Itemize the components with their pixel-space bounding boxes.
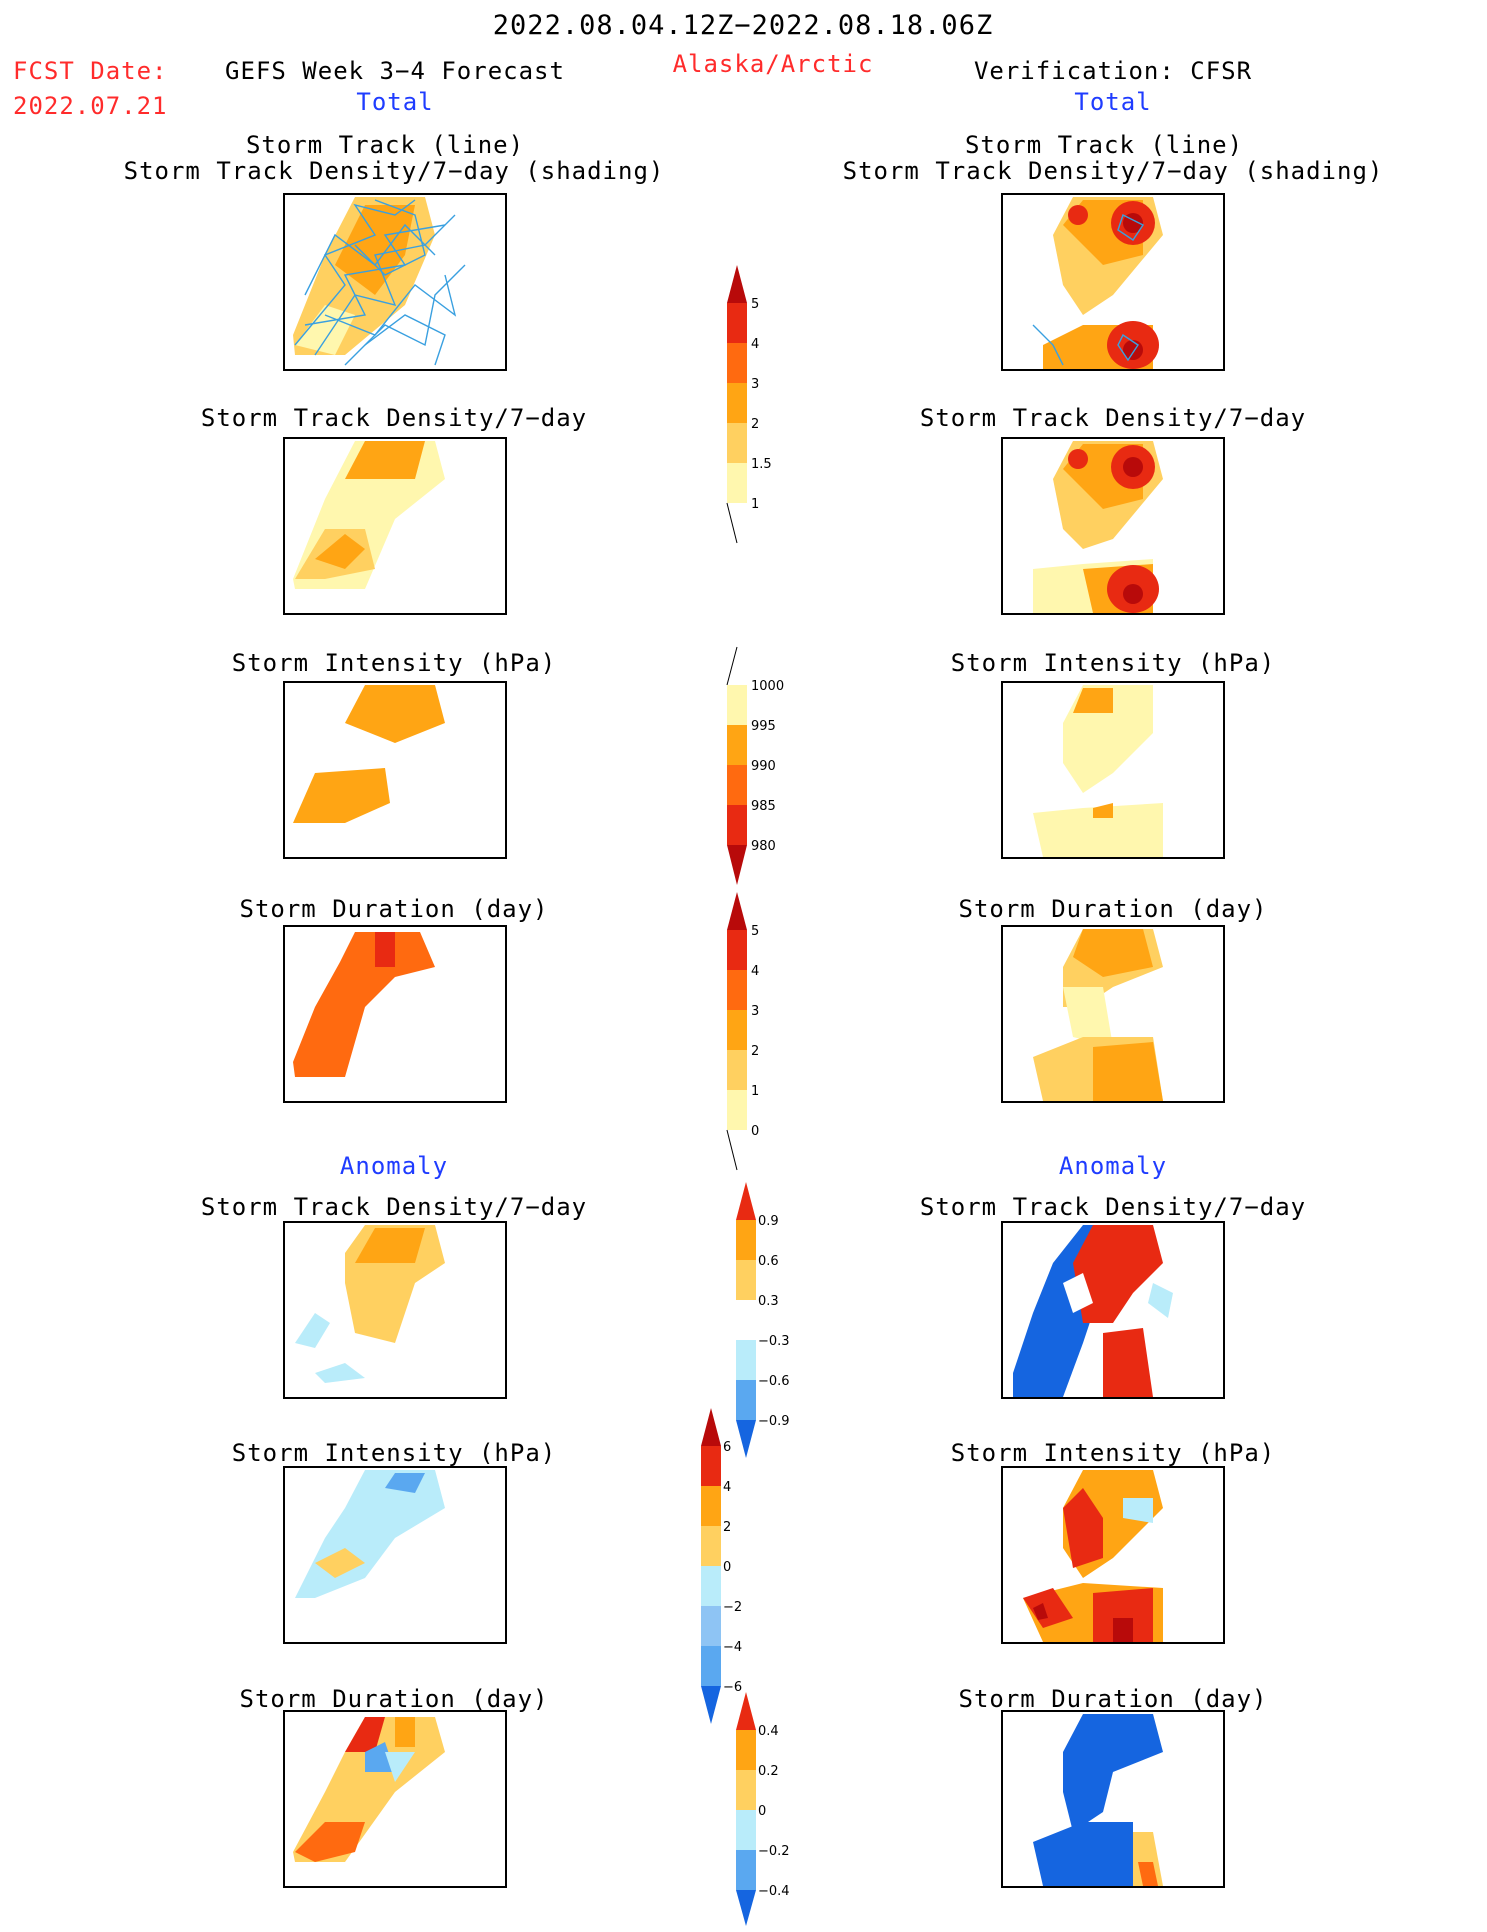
cbar-duration-total-tick: 5 [751, 924, 759, 939]
period-title: 2022.08.04.12Z−2022.08.18.06Z [492, 10, 994, 41]
cbar-intensity-anom-tick: −2 [723, 1600, 742, 1615]
cbar-intensity-anom-tick: 2 [723, 1520, 731, 1535]
cbar-duration-anom-tick: −0.4 [758, 1884, 790, 1899]
left-intensity-anom-map [283, 1466, 507, 1644]
right-density-anom-map [1001, 1221, 1225, 1399]
left-p3-title: Storm Intensity (hPa) [231, 649, 557, 677]
cbar-intensity-total-tick: 990 [751, 759, 776, 774]
cbar-intensity-anom-tick: 0 [723, 1560, 731, 1575]
cbar-duration-total-tick: 0 [751, 1124, 759, 1139]
cbar-duration-anom-tick: 0.2 [758, 1764, 779, 1779]
cbar-density-total-tick: 5 [751, 297, 759, 312]
left-duration-anom-map [283, 1710, 507, 1888]
right-duration-anom-map [1001, 1710, 1225, 1888]
cbar-duration-total-tick: 1 [751, 1084, 759, 1099]
left-p7-title: Storm Duration (day) [239, 1685, 549, 1713]
right-p4-title: Storm Duration (day) [958, 895, 1268, 923]
cbar-intensity-anom-tick: 6 [723, 1440, 731, 1455]
colorbar-duration-total: 5 4 3 2 1 0 [726, 892, 787, 1176]
right-p1-title-a: Storm Track (line) [964, 131, 1244, 159]
colorbar-intensity-total: 1000 995 990 985 980 [726, 646, 787, 891]
left-p2-title: Storm Track Density/7−day [200, 404, 588, 432]
right-density-map [1001, 437, 1225, 615]
right-p5-title: Storm Track Density/7−day [919, 1193, 1307, 1221]
right-duration-map [1001, 925, 1225, 1103]
cbar-duration-anom-tick: −0.2 [758, 1844, 790, 1859]
fcst-date-label: FCST Date: [13, 57, 168, 85]
fcst-date-value: 2022.07.21 [13, 92, 168, 120]
right-p6-title: Storm Intensity (hPa) [950, 1439, 1276, 1467]
cbar-duration-total-tick: 4 [751, 964, 759, 979]
colorbar-density-anom: 0.9 0.6 0.3 −0.3 −0.6 −0.9 [736, 1182, 796, 1466]
cbar-density-total-tick: 3 [751, 377, 759, 392]
cbar-intensity-anom-tick: −4 [723, 1640, 742, 1655]
cbar-intensity-total-tick: 980 [751, 839, 776, 854]
cbar-density-total-tick: 1 [751, 497, 759, 512]
left-anomaly-label: Anomaly [339, 1152, 449, 1180]
left-p6-title: Storm Intensity (hPa) [231, 1439, 557, 1467]
left-density-anom-map [283, 1221, 507, 1399]
cbar-density-anom-tick: −0.3 [758, 1334, 790, 1349]
region-title: Alaska/Arctic [672, 50, 874, 78]
cbar-duration-anom-tick: 0.4 [758, 1724, 779, 1739]
right-intensity-anom-map [1001, 1466, 1225, 1644]
left-total-label: Total [356, 88, 434, 116]
cbar-intensity-total-tick: 985 [751, 799, 776, 814]
cbar-intensity-total-tick: 1000 [751, 679, 784, 694]
cbar-duration-total-tick: 3 [751, 1004, 759, 1019]
left-p5-title: Storm Track Density/7−day [200, 1193, 588, 1221]
colorbar-intensity-anom: 6 4 2 0 −2 −4 −6 [701, 1408, 761, 1732]
right-p7-title: Storm Duration (day) [958, 1685, 1268, 1713]
right-intensity-map [1001, 681, 1225, 859]
right-p2-title: Storm Track Density/7−day [919, 404, 1307, 432]
verification-title: Verification: CFSR [973, 57, 1253, 85]
cbar-density-anom-tick: −0.9 [758, 1414, 790, 1429]
left-intensity-map [283, 681, 507, 859]
cbar-intensity-anom-tick: 4 [723, 1480, 731, 1495]
left-p1-title-a: Storm Track (line) [245, 131, 525, 159]
cbar-density-anom-tick: −0.6 [758, 1374, 790, 1389]
left-density-map [283, 437, 507, 615]
colorbar-density-total: 5 4 3 2 1.5 1 [726, 265, 787, 549]
cbar-density-anom-tick: 0.6 [758, 1254, 779, 1269]
cbar-density-total-tick: 1.5 [751, 457, 772, 472]
left-track-map [283, 193, 507, 371]
right-p3-title: Storm Intensity (hPa) [950, 649, 1276, 677]
left-p4-title: Storm Duration (day) [239, 895, 549, 923]
right-track-map [1001, 193, 1225, 371]
left-p1-title-b: Storm Track Density/7−day (shading) [123, 157, 665, 185]
cbar-density-total-tick: 4 [751, 337, 759, 352]
cbar-density-anom-tick: 0.9 [758, 1214, 779, 1229]
cbar-intensity-anom-tick: −6 [723, 1680, 742, 1695]
cbar-duration-anom-tick: 0 [758, 1804, 766, 1819]
cbar-duration-total-tick: 2 [751, 1044, 759, 1059]
colorbar-duration-anom: 0.4 0.2 0 −0.2 −0.4 [736, 1692, 796, 1932]
right-total-label: Total [1074, 88, 1152, 116]
right-anomaly-label: Anomaly [1058, 1152, 1168, 1180]
cbar-density-total-tick: 2 [751, 417, 759, 432]
forecast-title: GEFS Week 3−4 Forecast [225, 57, 565, 85]
cbar-density-anom-tick: 0.3 [758, 1294, 779, 1309]
left-duration-map [283, 925, 507, 1103]
cbar-intensity-total-tick: 995 [751, 719, 776, 734]
right-p1-title-b: Storm Track Density/7−day (shading) [842, 157, 1384, 185]
